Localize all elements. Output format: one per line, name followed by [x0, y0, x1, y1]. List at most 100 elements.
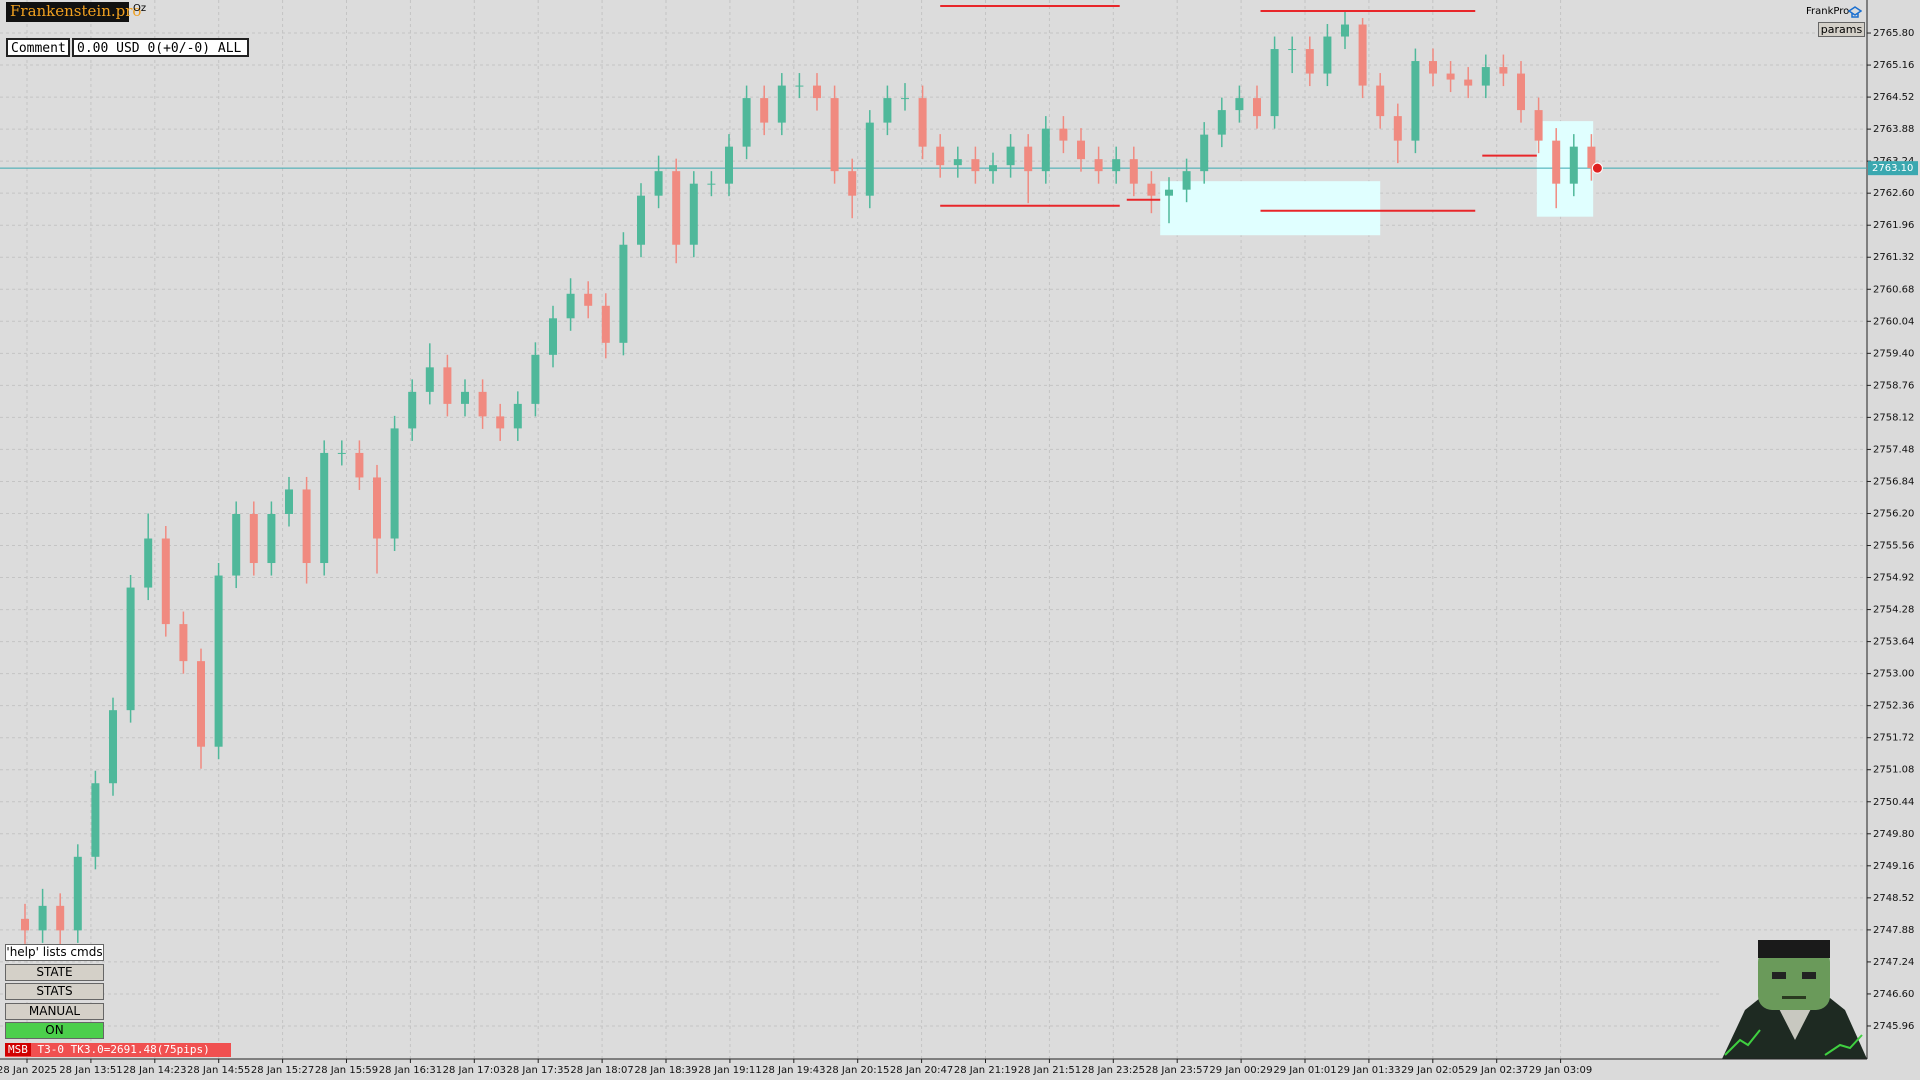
brand-icon [1848, 6, 1862, 18]
candle-body [566, 293, 575, 319]
params-button[interactable]: params [1818, 22, 1865, 37]
candle-body [760, 98, 769, 123]
y-tick-label: 2760.68 [1873, 284, 1914, 295]
manual-button[interactable]: MANUAL [5, 1003, 104, 1020]
x-tick-label: 28 Jan 23:57 [1146, 1065, 1209, 1076]
candle-body [126, 587, 135, 711]
candle-body [461, 391, 469, 404]
candle-body [1270, 49, 1279, 117]
candle-body [161, 538, 170, 625]
candle-body [918, 98, 927, 147]
candle-body [549, 318, 557, 355]
candle-body [1059, 128, 1068, 141]
x-tick-label: 28 Jan 15:59 [315, 1065, 378, 1076]
symbol-note: Oz [133, 3, 147, 14]
candle-body [1305, 49, 1314, 74]
brand: FrankPro [1806, 6, 1850, 17]
y-tick-label: 2746.60 [1873, 989, 1914, 1000]
y-tick-label: 2758.76 [1873, 380, 1914, 391]
y-tick-label: 2749.80 [1873, 829, 1914, 840]
candle-body [38, 905, 47, 931]
candle-body [689, 183, 698, 245]
y-tick-label: 2745.96 [1873, 1021, 1914, 1032]
candle-body [1129, 159, 1138, 184]
candle-body [795, 85, 804, 87]
x-tick-label: 28 Jan 15:27 [251, 1065, 314, 1076]
candle-body [249, 513, 258, 564]
candle-body [654, 171, 663, 196]
y-tick-label: 2759.40 [1873, 348, 1914, 359]
candle-body [1587, 146, 1596, 169]
candle-body [1323, 36, 1332, 74]
candle-body [408, 391, 417, 429]
candle-body [1217, 110, 1226, 135]
candle-body [1341, 24, 1349, 37]
candle-body [1411, 61, 1420, 141]
candle-body [302, 489, 311, 564]
candle-body [1358, 24, 1367, 86]
candle-body [989, 165, 997, 172]
y-tick-label: 2754.28 [1873, 605, 1914, 616]
candle-body [813, 85, 821, 99]
candle-body [1288, 49, 1297, 51]
candle-body [443, 367, 452, 404]
candle-body [1165, 189, 1173, 196]
help-hint: 'help' lists cmds [5, 944, 104, 961]
candle-body [1446, 73, 1455, 80]
y-tick-label: 2752.36 [1873, 701, 1914, 712]
state-button[interactable]: STATE [5, 964, 104, 981]
candle-body [109, 710, 117, 784]
x-tick-label: 28 Jan 19:11 [698, 1065, 761, 1076]
x-tick-label: 29 Jan 00:29 [1209, 1065, 1272, 1076]
y-tick-label: 2762.60 [1873, 188, 1914, 199]
candle-body [214, 575, 223, 747]
candle-body [1147, 183, 1156, 196]
on-button[interactable]: ON [5, 1022, 104, 1039]
candle-body [267, 513, 276, 564]
candle-body [901, 98, 909, 100]
candle-body [21, 918, 29, 931]
candle-body [197, 661, 205, 747]
x-tick-label: 28 Jan 13:51 [59, 1065, 122, 1076]
candle-body [425, 367, 434, 392]
candle-body [320, 452, 329, 564]
y-tick-label: 2754.92 [1873, 573, 1914, 584]
y-tick-label: 2760.04 [1873, 316, 1914, 327]
y-tick-label: 2750.44 [1873, 797, 1914, 808]
x-tick-label: 28 Jan 17:35 [507, 1065, 570, 1076]
candle-body [883, 98, 892, 123]
candle-body [91, 783, 100, 857]
x-tick-label: 28 Jan 18:07 [570, 1065, 633, 1076]
candle-body [777, 85, 786, 123]
candle-body [1481, 67, 1490, 86]
candle-body [179, 624, 188, 662]
candle-body [1393, 116, 1402, 141]
x-tick-label: 28 Jan 23:25 [1082, 1065, 1145, 1076]
candle-body [1077, 140, 1085, 160]
candle-body [1534, 110, 1543, 141]
x-tick-label: 28 Jan 21:51 [1018, 1065, 1081, 1076]
candle-body [1499, 67, 1508, 74]
candle-body [1112, 159, 1121, 172]
comment-label: Comment [6, 38, 70, 57]
stats-button[interactable]: STATS [5, 983, 104, 1000]
candle-body [672, 171, 681, 245]
candle-body [707, 183, 716, 185]
status-bar: MSB T3-0 TK3.0=2691.48(75pips) [5, 1043, 231, 1057]
x-tick-label: 28 Jan 2025 [0, 1065, 57, 1076]
candle-body [1552, 140, 1561, 184]
candle-body [73, 856, 82, 931]
candle-body [637, 195, 645, 245]
zone [1160, 181, 1381, 236]
candle-body [1024, 146, 1033, 172]
candle-body [971, 159, 980, 172]
candle-body [830, 98, 839, 172]
candle-body [144, 538, 153, 588]
x-tick-label: 28 Jan 17:03 [443, 1065, 506, 1076]
x-tick-label: 28 Jan 21:19 [954, 1065, 1017, 1076]
candle-body [1517, 73, 1525, 111]
x-tick-label: 28 Jan 18:39 [634, 1065, 697, 1076]
x-tick-label: 29 Jan 02:37 [1465, 1065, 1528, 1076]
candle-body [285, 489, 293, 514]
y-tick-label: 2764.52 [1873, 92, 1914, 103]
